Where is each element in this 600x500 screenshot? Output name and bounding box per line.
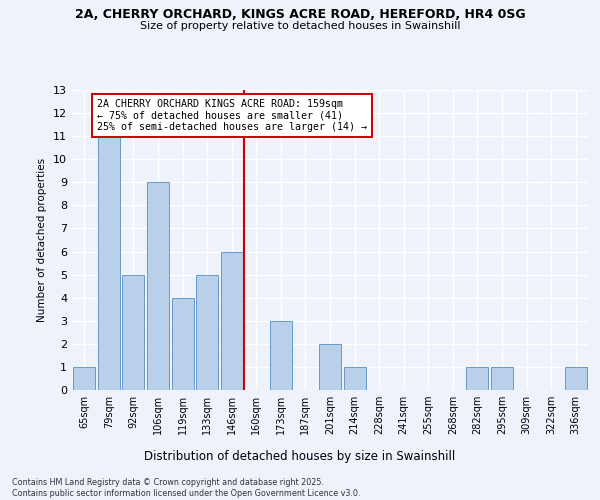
Text: 2A, CHERRY ORCHARD, KINGS ACRE ROAD, HEREFORD, HR4 0SG: 2A, CHERRY ORCHARD, KINGS ACRE ROAD, HER… <box>74 8 526 20</box>
Bar <box>98 136 120 390</box>
Bar <box>491 367 513 390</box>
Bar <box>73 367 95 390</box>
Text: Contains HM Land Registry data © Crown copyright and database right 2025.
Contai: Contains HM Land Registry data © Crown c… <box>12 478 361 498</box>
Bar <box>147 182 169 390</box>
Text: 2A CHERRY ORCHARD KINGS ACRE ROAD: 159sqm
← 75% of detached houses are smaller (: 2A CHERRY ORCHARD KINGS ACRE ROAD: 159sq… <box>97 99 367 132</box>
Bar <box>270 321 292 390</box>
Text: Size of property relative to detached houses in Swainshill: Size of property relative to detached ho… <box>140 21 460 31</box>
Bar <box>565 367 587 390</box>
Bar <box>172 298 194 390</box>
Bar <box>344 367 365 390</box>
Bar <box>196 274 218 390</box>
Bar <box>122 274 145 390</box>
Bar <box>319 344 341 390</box>
Bar <box>221 252 243 390</box>
Bar <box>466 367 488 390</box>
Y-axis label: Number of detached properties: Number of detached properties <box>37 158 47 322</box>
Text: Distribution of detached houses by size in Swainshill: Distribution of detached houses by size … <box>145 450 455 463</box>
